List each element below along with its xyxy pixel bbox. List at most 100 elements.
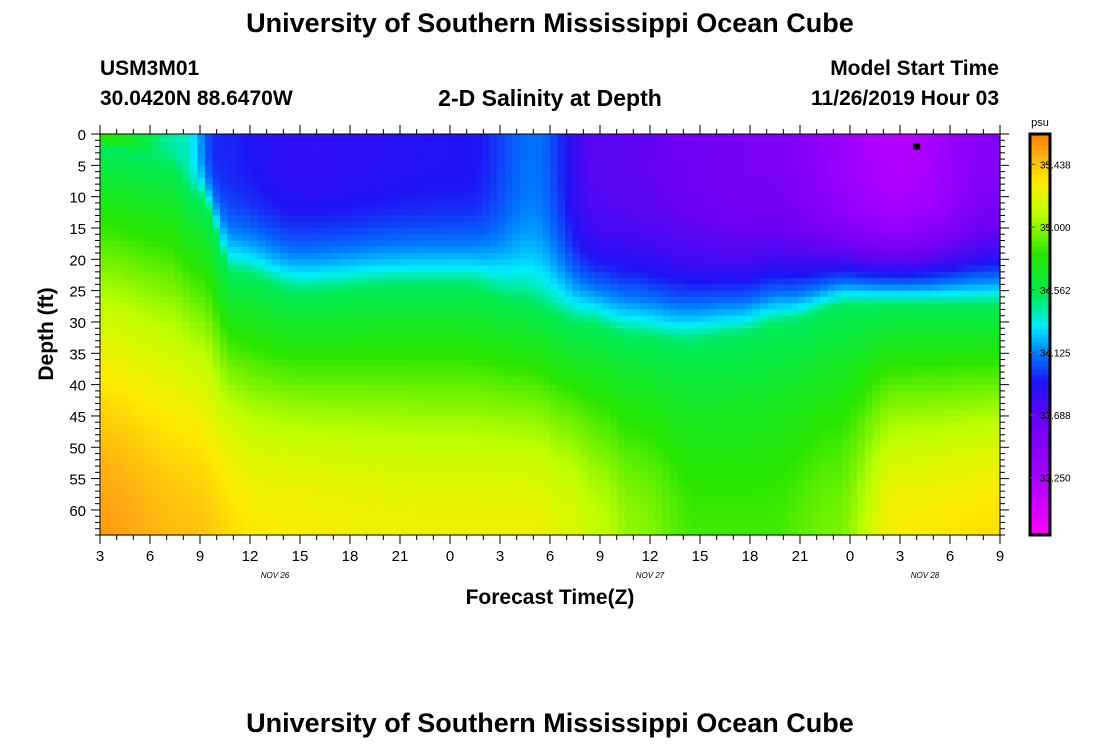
- heatmap-cell: [310, 234, 319, 242]
- heatmap-cell: [602, 491, 611, 499]
- heatmap-cell: [370, 284, 379, 292]
- heatmap-cell: [482, 296, 491, 304]
- heatmap-cell: [220, 278, 229, 285]
- heatmap-cell: [445, 403, 454, 411]
- heatmap-cell: [377, 478, 386, 486]
- heatmap-cell: [527, 503, 536, 511]
- heatmap-cell: [640, 478, 649, 486]
- heatmap-cell: [415, 441, 424, 448]
- heatmap-cell: [280, 309, 289, 317]
- heatmap-cell: [385, 340, 394, 348]
- heatmap-cell: [197, 447, 206, 455]
- heatmap-cell: [535, 466, 544, 473]
- heatmap-cell: [265, 472, 274, 480]
- heatmap-cell: [602, 171, 611, 179]
- heatmap-cell: [565, 246, 574, 254]
- heatmap-cell: [542, 209, 551, 217]
- heatmap-cell: [512, 384, 521, 392]
- heatmap-cell: [145, 190, 154, 198]
- heatmap-cell: [310, 152, 319, 160]
- heatmap-cell: [677, 159, 686, 166]
- heatmap-cell: [205, 184, 214, 191]
- heatmap-cell: [295, 171, 304, 179]
- heatmap-cell: [347, 491, 356, 499]
- heatmap-cell: [572, 221, 581, 229]
- heatmap-cell: [385, 159, 394, 166]
- heatmap-cell: [385, 234, 394, 242]
- heatmap-cell: [565, 390, 574, 398]
- heatmap-cell: [115, 516, 124, 524]
- heatmap-cell: [415, 303, 424, 311]
- heatmap-cell: [160, 491, 169, 499]
- heatmap-cell: [115, 234, 124, 242]
- heatmap-cell: [340, 390, 349, 398]
- heatmap-cell: [370, 278, 379, 285]
- heatmap-cell: [490, 227, 499, 235]
- heatmap-cell: [655, 253, 664, 260]
- heatmap-cell: [677, 428, 686, 436]
- heatmap-cell: [122, 202, 131, 210]
- heatmap-cell: [317, 321, 326, 329]
- heatmap-cell: [670, 152, 679, 160]
- heatmap-cell: [505, 196, 514, 204]
- heatmap-cell: [377, 215, 386, 223]
- heatmap-cell: [467, 497, 476, 505]
- heatmap-cell: [362, 409, 371, 417]
- heatmap-cell: [107, 503, 116, 511]
- heatmap-cell: [602, 190, 611, 198]
- heatmap-cell: [250, 503, 259, 511]
- heatmap-cell: [460, 359, 469, 367]
- heatmap-cell: [295, 503, 304, 511]
- heatmap-cell: [400, 503, 409, 511]
- heatmap-cell: [602, 353, 611, 361]
- heatmap-cell: [572, 296, 581, 304]
- heatmap-cell: [557, 484, 566, 492]
- heatmap-cell: [580, 503, 589, 511]
- heatmap-cell: [152, 328, 161, 336]
- heatmap-cell: [527, 422, 536, 430]
- heatmap-cell: [152, 372, 161, 379]
- heatmap-cell: [430, 184, 439, 191]
- heatmap-cell: [175, 265, 184, 273]
- heatmap-cell: [265, 409, 274, 417]
- heatmap-cell: [250, 397, 259, 405]
- heatmap-cell: [482, 415, 491, 423]
- heatmap-cell: [557, 434, 566, 442]
- heatmap-cell: [617, 409, 626, 417]
- heatmap-cell: [625, 497, 634, 505]
- heatmap-cell: [107, 209, 116, 217]
- heatmap-cell: [227, 384, 236, 392]
- heatmap-cell: [362, 246, 371, 254]
- heatmap-cell: [197, 221, 206, 229]
- heatmap-cell: [520, 415, 529, 423]
- heatmap-cell: [250, 140, 259, 148]
- heatmap-cell: [145, 522, 154, 530]
- heatmap-cell: [595, 459, 604, 467]
- heatmap-cell: [415, 184, 424, 191]
- heatmap-cell: [542, 165, 551, 173]
- heatmap-cell: [452, 428, 461, 436]
- heatmap-cell: [632, 422, 641, 430]
- heatmap-cell: [250, 221, 259, 229]
- heatmap-cell: [362, 347, 371, 354]
- heatmap-cell: [265, 328, 274, 336]
- heatmap-cell: [602, 296, 611, 304]
- heatmap-cell: [302, 428, 311, 436]
- heatmap-cell: [340, 428, 349, 436]
- heatmap-cell: [167, 190, 176, 198]
- heatmap-cell: [272, 278, 281, 285]
- heatmap-cell: [452, 390, 461, 398]
- heatmap-cell: [400, 359, 409, 367]
- heatmap-cell: [542, 491, 551, 499]
- heatmap-cell: [280, 328, 289, 336]
- heatmap-cell: [655, 290, 664, 298]
- heatmap-cell: [542, 328, 551, 336]
- heatmap-cell: [467, 353, 476, 361]
- heatmap-cell: [445, 466, 454, 473]
- heatmap-cell: [572, 466, 581, 473]
- heatmap-cell: [227, 177, 236, 185]
- heatmap-cell: [227, 365, 236, 373]
- heatmap-cell: [452, 290, 461, 298]
- heatmap-cell: [197, 265, 206, 273]
- heatmap-cell: [655, 184, 664, 191]
